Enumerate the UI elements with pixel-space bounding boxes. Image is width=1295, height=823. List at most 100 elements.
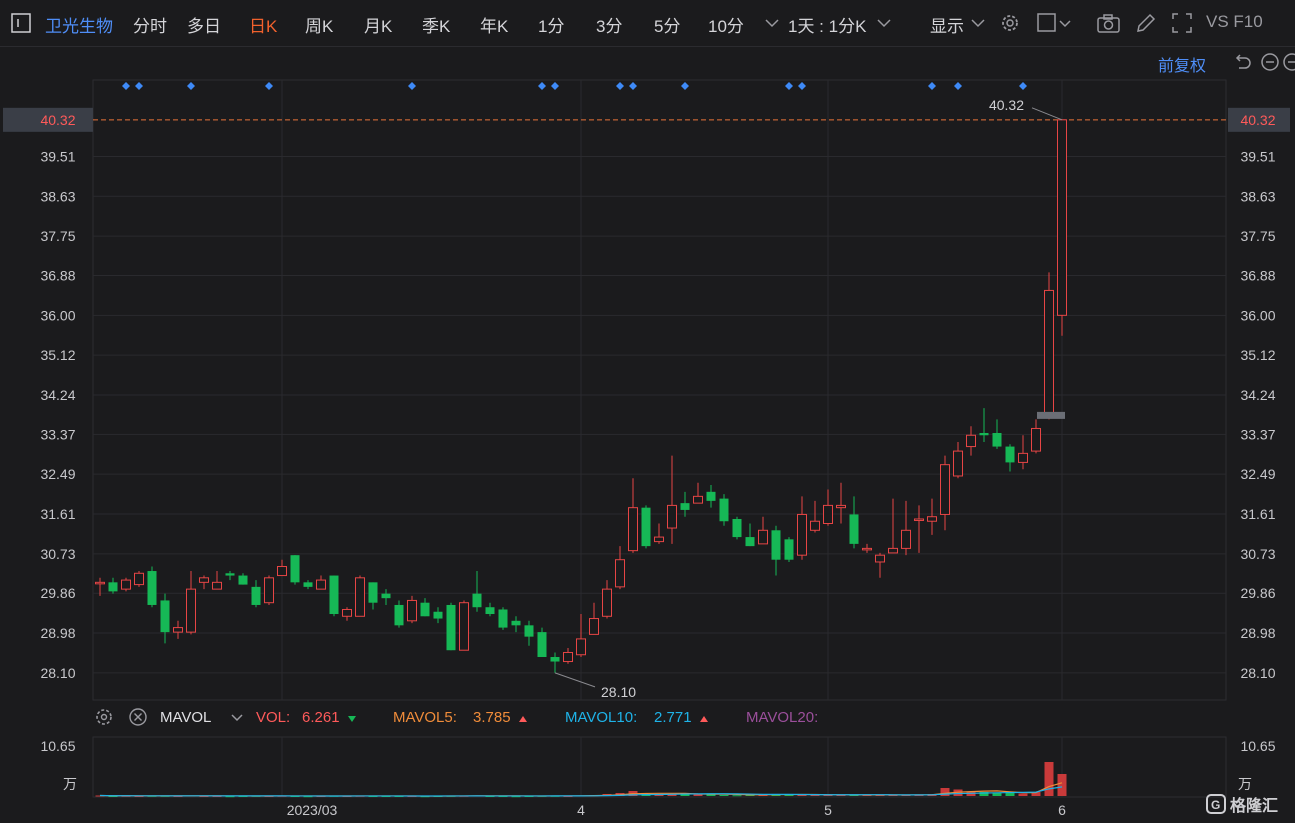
fullscreen-icon[interactable] (1170, 11, 1194, 35)
candle-body (1044, 289, 1054, 418)
y-tick-label-left: 29.86 (40, 585, 75, 601)
sidebar-toggle-icon[interactable] (10, 11, 34, 35)
display-menu[interactable]: 显示 (930, 17, 964, 36)
candle-body (173, 627, 183, 633)
candle-body (771, 530, 781, 560)
current-price-label-right: 40.32 (1240, 112, 1275, 128)
max-annotation-line (1031, 107, 1063, 121)
event-marker (954, 82, 962, 90)
chevron-down-icon[interactable] (872, 11, 896, 35)
gear-icon[interactable] (998, 11, 1022, 35)
candle-body (498, 609, 508, 628)
candle-body (121, 579, 131, 590)
volume-bar (1005, 792, 1015, 796)
tab-1min[interactable]: 1分 (538, 17, 565, 36)
volume-bar (823, 795, 833, 796)
candle-body (680, 503, 690, 510)
candle-body (1057, 119, 1067, 316)
camera-icon[interactable] (1096, 11, 1120, 35)
candle-body (576, 638, 586, 656)
undo-icon[interactable] (1232, 52, 1256, 76)
y-tick-label-left: 39.51 (40, 148, 75, 164)
period-selector[interactable]: 1天 : 1分K (788, 17, 867, 36)
candle-body (589, 618, 599, 635)
y-tick-label-left: 30.73 (40, 546, 75, 562)
tab-week-k[interactable]: 周K (305, 17, 334, 36)
candle-body (316, 579, 326, 590)
candle-body (862, 547, 872, 551)
candle-body (979, 432, 989, 436)
min-annotation-line (554, 672, 596, 688)
tab-month-k[interactable]: 月K (364, 17, 393, 36)
event-marker (1019, 82, 1027, 90)
watermark-logo: G 格隆汇 (1206, 793, 1292, 817)
event-marker (122, 82, 130, 90)
candle-body (485, 607, 495, 615)
chevron-down-icon[interactable] (760, 11, 784, 35)
y-tick-label-left: 37.75 (40, 228, 75, 244)
indicator-name[interactable]: MAVOL (160, 709, 212, 726)
volume-bar (745, 795, 755, 796)
mavol10-value: 2.771 (654, 709, 692, 726)
up-arrow-icon (518, 711, 528, 728)
candle-body (628, 507, 638, 552)
volume-bar (511, 796, 521, 798)
candle-body (602, 588, 612, 617)
tab-fenshi[interactable]: 分时 (133, 17, 167, 36)
indicator-bar: MAVOL VOL: 6.261 MAVOL5: 3.785 MAVOL10: … (0, 706, 1295, 730)
candle-body (1018, 452, 1028, 463)
candle-body (875, 554, 885, 563)
volume-bar (1018, 793, 1028, 796)
event-marker (928, 82, 936, 90)
tab-10min[interactable]: 10分 (708, 17, 744, 36)
candle-body (940, 464, 950, 515)
candle-body (758, 529, 768, 545)
vs-f10-button[interactable]: VS F10 (1206, 12, 1263, 31)
chevron-down-icon[interactable] (228, 707, 246, 731)
zoom-out-icon[interactable] (1260, 52, 1284, 76)
volume-bar (992, 793, 1002, 796)
candle-body (446, 604, 456, 651)
tab-year-k[interactable]: 年K (480, 17, 509, 36)
chevron-down-icon[interactable] (966, 11, 990, 35)
tab-quarter-k[interactable]: 季K (422, 17, 451, 36)
y-tick-label-left: 33.37 (40, 426, 75, 442)
tab-duori[interactable]: 多日 (187, 17, 221, 36)
vol-label: VOL: (256, 709, 291, 726)
candle-body (303, 582, 313, 587)
candle-body (706, 491, 716, 501)
candle-body (251, 586, 261, 605)
tab-5min[interactable]: 5分 (654, 17, 681, 36)
stock-name[interactable]: 卫光生物 (45, 17, 113, 36)
close-icon[interactable] (128, 707, 148, 731)
price-pane (92, 79, 1227, 701)
indicator-settings-icon[interactable] (94, 707, 114, 731)
candle-body (147, 571, 157, 605)
event-marker (551, 82, 559, 90)
candle-body (381, 593, 391, 599)
toolbar: 卫光生物 分时 多日 日K 周K 月K 季K 年K 1分 3分 5分 10分 1… (0, 0, 1295, 47)
tab-3min[interactable]: 3分 (596, 17, 623, 36)
y-tick-label-right: 39.51 (1240, 148, 1275, 164)
candle-body (836, 504, 846, 509)
event-marker (135, 82, 143, 90)
tab-day-k[interactable]: 日K (249, 17, 278, 36)
candle-body (407, 599, 417, 622)
volume-bar (1044, 762, 1054, 796)
chevron-down-icon[interactable] (1058, 11, 1082, 35)
volume-bar (108, 796, 118, 797)
y-tick-label-right: 28.98 (1240, 625, 1275, 641)
adjust-selector[interactable]: 前复权 (1158, 58, 1207, 75)
down-arrow-icon (347, 711, 357, 728)
y-tick-label-left: 38.63 (40, 188, 75, 204)
y-tick-label-left: 31.61 (40, 506, 75, 522)
zoom-in-icon[interactable] (1282, 52, 1295, 76)
volume-bar (173, 796, 183, 797)
pencil-icon[interactable] (1134, 11, 1158, 35)
square-icon[interactable] (1035, 11, 1059, 35)
current-price-box-right (1228, 107, 1290, 132)
event-marker (538, 82, 546, 90)
svg-text:G: G (1211, 798, 1220, 812)
candle-body (732, 518, 742, 538)
